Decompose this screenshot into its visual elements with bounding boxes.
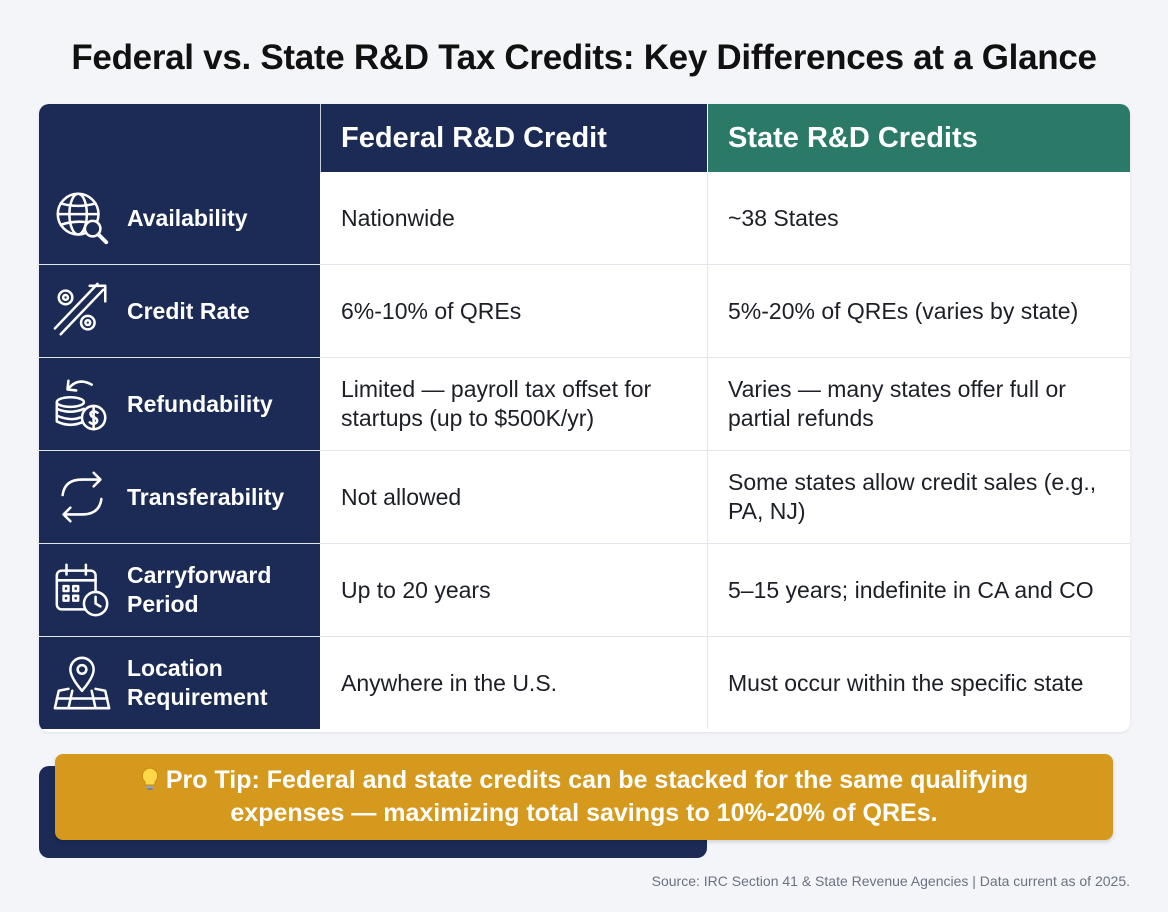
row-label: Refundability bbox=[127, 390, 273, 417]
table-row-transferability: Transferability Not allowed Some states … bbox=[39, 451, 1130, 544]
state-value: Varies — many states offer full or parti… bbox=[728, 376, 1066, 431]
header-divider bbox=[320, 104, 321, 172]
header-federal-label: Federal R&D Credit bbox=[341, 121, 607, 154]
source-note: Source: IRC Section 41 & State Revenue A… bbox=[651, 873, 1130, 889]
row-label: Transferability bbox=[127, 483, 285, 510]
pro-tip-banner: Pro Tip: Federal and state credits can b… bbox=[55, 754, 1113, 840]
federal-cell: Limited — payroll tax offset for startup… bbox=[321, 358, 708, 450]
calendar-clock-icon bbox=[51, 559, 113, 621]
federal-cell: Nationwide bbox=[321, 172, 708, 264]
table-header-row: Federal R&D Credit State R&D Credits bbox=[39, 104, 1130, 172]
comparison-table: Federal R&D Credit State R&D Credits Ava… bbox=[39, 104, 1130, 732]
row-label-cell: Location Requirement bbox=[39, 637, 320, 729]
page-title: Federal vs. State R&D Tax Credits: Key D… bbox=[71, 38, 1097, 77]
state-value: ~38 States bbox=[728, 204, 839, 231]
pro-tip-content: Pro Tip: Federal and state credits can b… bbox=[104, 764, 1064, 830]
row-divider bbox=[39, 357, 1130, 358]
state-cell: Some states allow credit sales (e.g., PA… bbox=[708, 451, 1130, 543]
row-label-cell: Transferability bbox=[39, 451, 320, 543]
state-value: Must occur within the specific state bbox=[728, 669, 1084, 696]
transfer-arrows-icon bbox=[51, 466, 113, 528]
lightbulb-icon bbox=[140, 767, 160, 791]
federal-cell: Not allowed bbox=[321, 451, 708, 543]
federal-value: Up to 20 years bbox=[341, 576, 491, 603]
federal-cell: Anywhere in the U.S. bbox=[321, 637, 708, 729]
federal-cell: 6%-10% of QREs bbox=[321, 265, 708, 357]
state-value: Some states allow credit sales (e.g., PA… bbox=[728, 469, 1097, 524]
map-pin-icon bbox=[51, 652, 113, 714]
row-label: Credit Rate bbox=[127, 297, 250, 324]
row-divider bbox=[39, 450, 1130, 451]
row-divider bbox=[39, 636, 1130, 637]
table-row-carryforward: Carryforward Period Up to 20 years 5–15 … bbox=[39, 544, 1130, 637]
row-label-cell: Credit Rate bbox=[39, 265, 320, 357]
table-row-credit-rate: Credit Rate 6%-10% of QREs 5%-20% of QRE… bbox=[39, 265, 1130, 358]
row-divider bbox=[39, 543, 1130, 544]
state-cell: ~38 States bbox=[708, 172, 1130, 264]
federal-value: Not allowed bbox=[341, 483, 462, 510]
table-row-availability: Availability Nationwide ~38 States bbox=[39, 172, 1130, 265]
header-federal: Federal R&D Credit bbox=[321, 104, 707, 172]
row-divider bbox=[39, 264, 1130, 265]
coins-refund-icon bbox=[51, 373, 113, 435]
percent-arrow-icon bbox=[51, 280, 113, 342]
header-state-label: State R&D Credits bbox=[728, 121, 978, 154]
row-label-cell: Refundability bbox=[39, 358, 320, 450]
state-cell: Varies — many states offer full or parti… bbox=[708, 358, 1130, 450]
state-value: 5–15 years; indefinite in CA and CO bbox=[728, 576, 1094, 603]
federal-value: 6%-10% of QREs bbox=[341, 297, 522, 324]
row-label-cell: Carryforward Period bbox=[39, 544, 320, 636]
header-empty-cell bbox=[39, 104, 320, 172]
globe-search-icon bbox=[51, 187, 113, 249]
row-label-cell: Availability bbox=[39, 172, 320, 264]
table-row-location: Location Requirement Anywhere in the U.S… bbox=[39, 637, 1130, 730]
header-state: State R&D Credits bbox=[708, 104, 1130, 172]
federal-cell: Up to 20 years bbox=[321, 544, 708, 636]
state-cell: Must occur within the specific state bbox=[708, 637, 1130, 729]
row-label: Carryforward Period bbox=[127, 562, 272, 617]
row-label: Location Requirement bbox=[127, 655, 268, 710]
pro-tip-text: Pro Tip: Federal and state credits can b… bbox=[165, 766, 1029, 827]
table-row-refundability: Refundability Limited — payroll tax offs… bbox=[39, 358, 1130, 451]
federal-value: Limited — payroll tax offset for startup… bbox=[341, 376, 652, 431]
row-label: Availability bbox=[127, 204, 248, 231]
federal-value: Anywhere in the U.S. bbox=[341, 669, 558, 696]
state-cell: 5%-20% of QREs (varies by state) bbox=[708, 265, 1130, 357]
state-value: 5%-20% of QREs (varies by state) bbox=[728, 297, 1079, 324]
state-cell: 5–15 years; indefinite in CA and CO bbox=[708, 544, 1130, 636]
federal-value: Nationwide bbox=[341, 204, 455, 231]
